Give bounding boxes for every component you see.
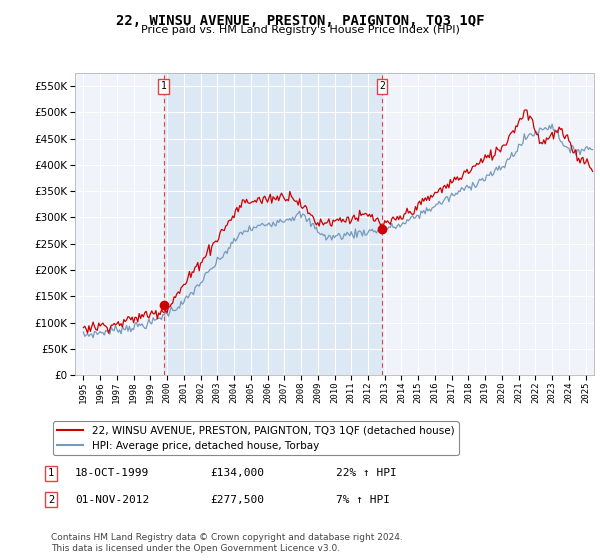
Legend: 22, WINSU AVENUE, PRESTON, PAIGNTON, TQ3 1QF (detached house), HPI: Average pric: 22, WINSU AVENUE, PRESTON, PAIGNTON, TQ3… [53,422,458,455]
Text: 2: 2 [379,81,385,91]
Text: 2: 2 [48,494,54,505]
Text: 1: 1 [161,81,167,91]
Text: £277,500: £277,500 [210,494,264,505]
Bar [164,73,382,375]
Text: Contains HM Land Registry data © Crown copyright and database right 2024.
This d: Contains HM Land Registry data © Crown c… [51,533,403,553]
Text: 18-OCT-1999: 18-OCT-1999 [75,468,149,478]
Text: Price paid vs. HM Land Registry's House Price Index (HPI): Price paid vs. HM Land Registry's House … [140,25,460,35]
Text: 22% ↑ HPI: 22% ↑ HPI [336,468,397,478]
Text: 7% ↑ HPI: 7% ↑ HPI [336,494,390,505]
Text: £134,000: £134,000 [210,468,264,478]
Text: 22, WINSU AVENUE, PRESTON, PAIGNTON, TQ3 1QF: 22, WINSU AVENUE, PRESTON, PAIGNTON, TQ3… [116,14,484,28]
Text: 01-NOV-2012: 01-NOV-2012 [75,494,149,505]
Text: 1: 1 [48,468,54,478]
